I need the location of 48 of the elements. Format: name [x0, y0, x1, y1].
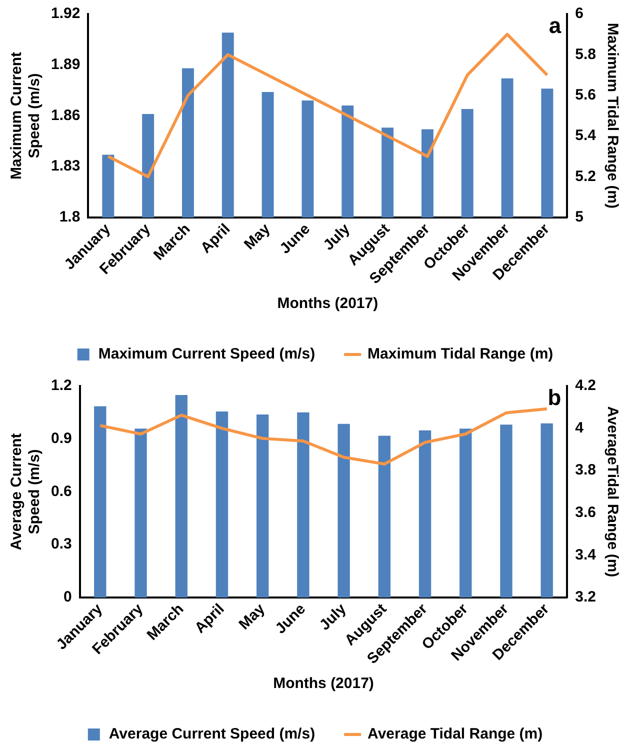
- y-tick-label: 1.92: [50, 5, 80, 22]
- y2-tick-label: 5.2: [575, 168, 596, 185]
- y2-tick-label: 4: [575, 419, 584, 436]
- y-tick-label: 1.89: [50, 56, 80, 74]
- bar: [297, 412, 310, 598]
- y-tick-label: 1.2: [50, 377, 72, 394]
- y2-tick-label: 6: [575, 5, 584, 22]
- y2-axis-title: AverageTidal Range (m): [604, 406, 621, 578]
- y2-tick-label: 5.8: [575, 46, 596, 63]
- bar: [418, 430, 432, 598]
- legend-label: Maximum Tidal Range (m): [368, 346, 554, 363]
- bar: [500, 424, 512, 598]
- x-tick-label: May: [236, 600, 269, 634]
- y-axis-title: Maximum Current Speed (m/s): [8, 52, 44, 180]
- y2-tick-label: 3.8: [575, 462, 596, 479]
- bar: [94, 406, 106, 598]
- x-axis-title: Months (2017): [273, 675, 374, 692]
- y-tick-label: 0.6: [50, 482, 72, 500]
- annotation: a: [548, 13, 562, 38]
- y2-tick-label: 3.6: [575, 504, 596, 522]
- bar: [338, 424, 350, 598]
- y2-tick-label: 4.2: [575, 377, 596, 394]
- x-axis-title: Months (2017): [277, 295, 378, 312]
- y2-axis-title: Maximum Tidal Range (m): [604, 22, 621, 209]
- bar: [540, 423, 553, 598]
- y2-tick-label: 3.4: [575, 546, 597, 564]
- legend-label: Average Current Speed (m/s): [108, 726, 316, 743]
- y-tick-label: 1.86: [50, 106, 80, 124]
- y-tick-label: 0.9: [50, 430, 72, 448]
- y-tick-label: 0: [64, 588, 72, 606]
- x-tick-label: May: [240, 220, 274, 254]
- y2-tick-label: 5.4: [575, 127, 597, 144]
- annotation: b: [548, 385, 562, 410]
- legend-label: Maximum Current Speed (m/s): [98, 346, 316, 363]
- y2-tick-label: 5: [575, 208, 584, 226]
- y2-tick-label: 3.2: [575, 588, 596, 606]
- y-tick-label: 1.8: [59, 208, 80, 226]
- bar: [378, 436, 391, 598]
- bar: [256, 414, 269, 598]
- bar: [134, 428, 147, 598]
- y-tick-label: 0.3: [50, 536, 72, 553]
- bar: [216, 412, 228, 598]
- y-tick-label: 1.83: [50, 158, 80, 175]
- bar: [175, 394, 188, 598]
- legend-label: Average Tidal Range (m): [368, 726, 543, 743]
- y2-tick-label: 5.6: [575, 86, 596, 104]
- bar: [460, 428, 472, 598]
- y-axis-title: Average Current Speed (m/s): [8, 433, 44, 550]
